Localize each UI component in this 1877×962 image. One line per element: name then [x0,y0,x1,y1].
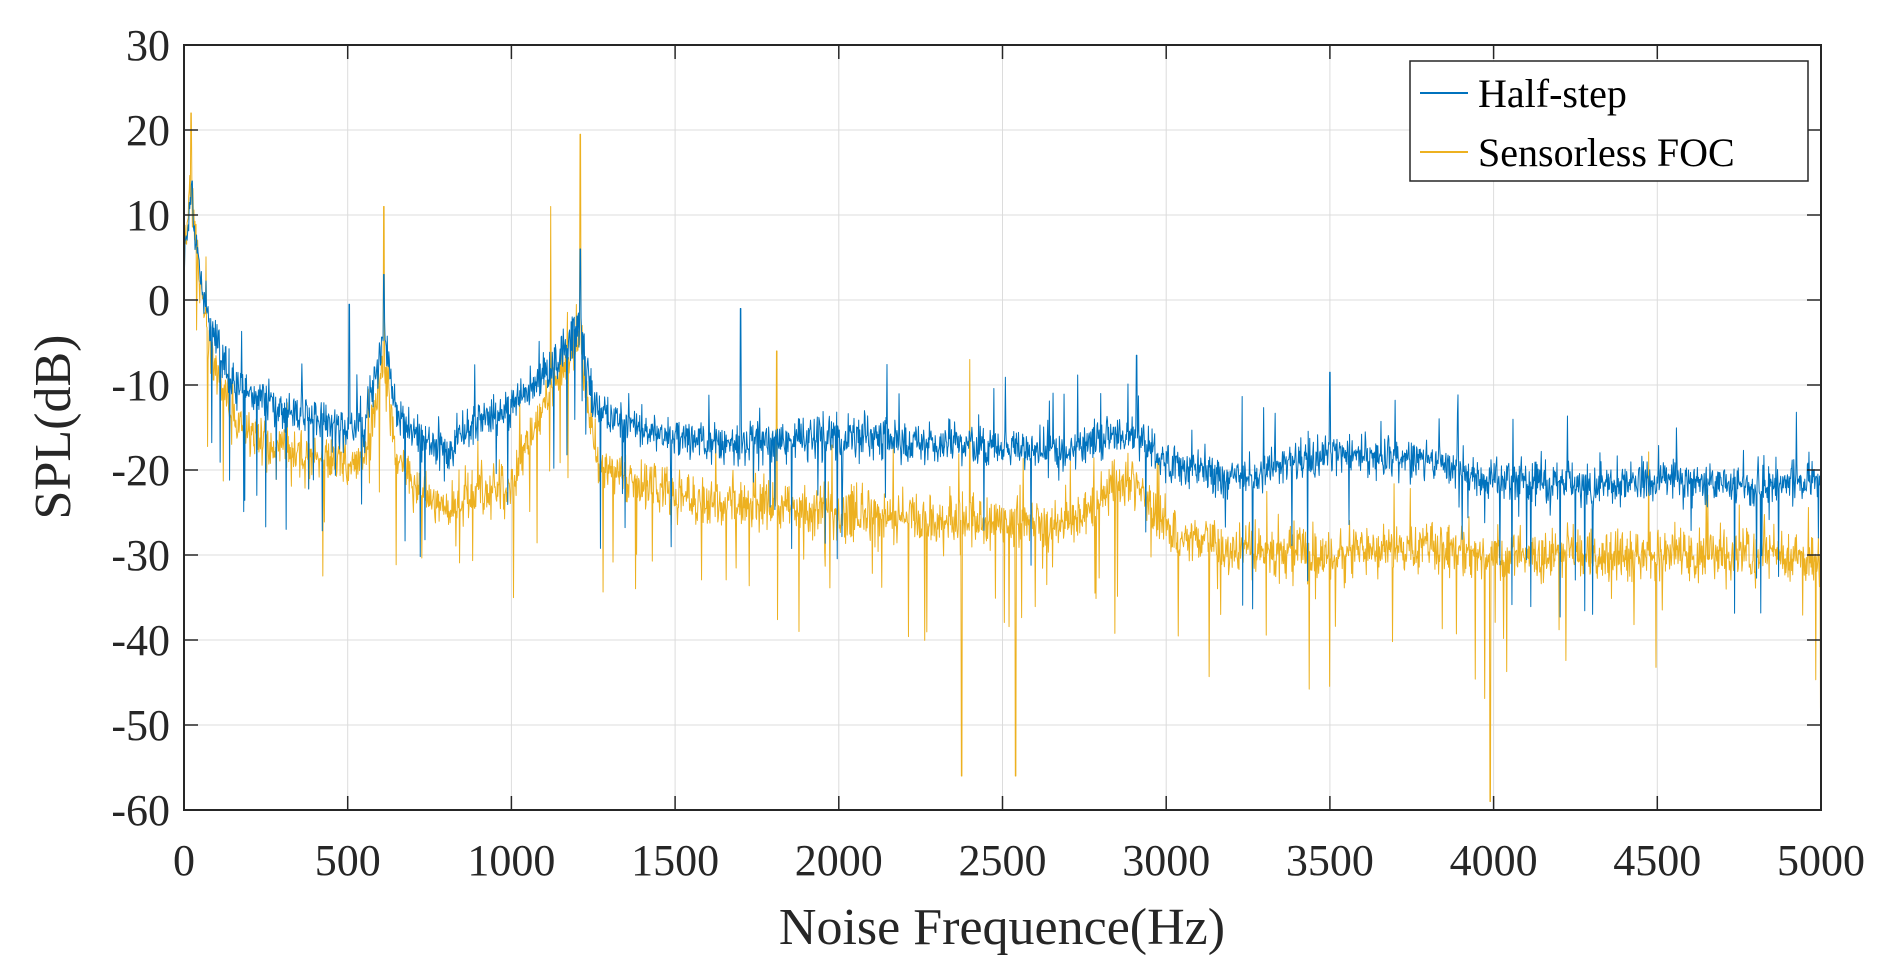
x-tick-label: 4500 [1613,836,1701,885]
x-axis-label: Noise Frequence(Hz) [779,899,1225,956]
x-tick-label: 3000 [1122,836,1210,885]
y-tick-label: 30 [126,21,170,70]
x-tick-label: 4000 [1450,836,1538,885]
series-line-half-step [184,180,1821,618]
y-axis-label: SPL(dB) [25,335,82,520]
y-tick-label: -40 [111,616,170,665]
y-tick-label: -60 [111,786,170,835]
x-tick-label: 500 [315,836,381,885]
ticks [183,44,1822,811]
y-tick-label: 10 [126,191,170,240]
y-tick-label: 20 [126,106,170,155]
x-tick-label: 0 [173,836,195,885]
x-tick-label: 1000 [467,836,555,885]
y-tick-label: -20 [111,446,170,495]
y-tick-label: -10 [111,361,170,410]
series-line-sensorless-foc [184,112,1821,802]
x-tick-label: 1500 [631,836,719,885]
x-tick-labels: 0 500 1000 1500 2000 2500 3000 3500 4000 4500 5000 [173,836,1865,885]
legend-box [1409,60,1809,182]
x-tick-label: 2500 [959,836,1047,885]
x-tick-label: 2000 [795,836,883,885]
y-tick-label: -50 [111,701,170,750]
y-tick-label: -30 [111,531,170,580]
legend-label-half-step: Half-step [1478,71,1627,116]
legend: Half-step Sensorless FOC [1409,60,1809,182]
series-group [184,112,1821,802]
y-tick-labels: -60 -50 -40 -30 -20 -10 0 10 20 30 [111,21,170,835]
x-tick-label: 5000 [1777,836,1865,885]
legend-label-sensorless-foc: Sensorless FOC [1478,130,1735,175]
x-tick-label: 3500 [1286,836,1374,885]
y-tick-label: 0 [148,276,170,325]
